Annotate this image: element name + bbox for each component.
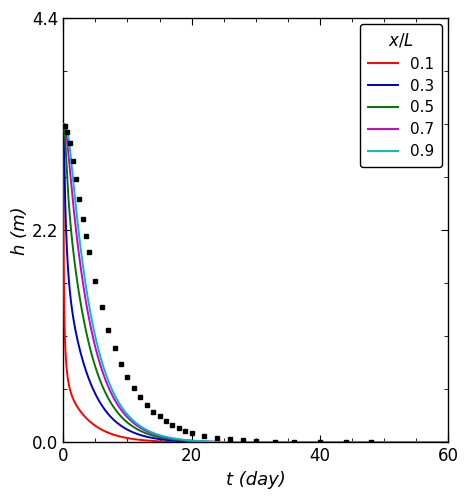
0.7 — [311, 440, 317, 446]
Line: 0.9: 0.9 — [63, 124, 448, 442]
0.9 — [291, 440, 297, 446]
0.7 — [61, 121, 66, 127]
0.5 — [377, 440, 383, 446]
0.1 — [311, 440, 316, 446]
0.5 — [311, 440, 317, 446]
0.1 — [291, 440, 297, 446]
0.9 — [348, 440, 353, 446]
0.5 — [348, 440, 353, 446]
0.1 — [130, 436, 136, 442]
Y-axis label: h (m): h (m) — [11, 206, 29, 254]
0.5 — [61, 121, 66, 127]
0.3 — [61, 121, 66, 127]
0.9 — [61, 121, 66, 127]
0.5 — [131, 424, 136, 430]
0.5 — [208, 439, 213, 445]
0.7 — [291, 440, 297, 446]
Legend: 0.1, 0.3, 0.5, 0.7, 0.9: 0.1, 0.3, 0.5, 0.7, 0.9 — [360, 24, 442, 167]
0.5 — [61, 121, 66, 127]
0.3 — [348, 440, 353, 446]
0.3 — [446, 440, 451, 446]
Line: 0.3: 0.3 — [63, 124, 448, 442]
0.7 — [377, 440, 383, 446]
0.5 — [446, 440, 451, 446]
0.7 — [208, 438, 213, 444]
0.3 — [311, 440, 317, 446]
0.7 — [348, 440, 353, 446]
0.3 — [291, 440, 297, 446]
0.1 — [348, 440, 353, 446]
0.1 — [208, 440, 213, 446]
0.5 — [291, 440, 297, 446]
0.7 — [61, 121, 66, 127]
0.3 — [61, 121, 66, 127]
0.3 — [377, 440, 383, 446]
X-axis label: t (day): t (day) — [226, 471, 286, 489]
0.9 — [208, 438, 213, 444]
0.9 — [446, 440, 451, 446]
Line: 0.1: 0.1 — [63, 124, 448, 442]
0.9 — [377, 440, 383, 446]
0.9 — [311, 440, 317, 446]
Line: 0.5: 0.5 — [63, 124, 448, 442]
0.1 — [446, 440, 451, 446]
0.3 — [208, 439, 213, 445]
0.7 — [131, 420, 136, 426]
Line: 0.7: 0.7 — [63, 124, 448, 442]
0.9 — [131, 418, 136, 424]
0.7 — [446, 440, 451, 446]
0.9 — [61, 121, 66, 127]
0.1 — [61, 121, 66, 127]
0.1 — [377, 440, 383, 446]
0.3 — [131, 430, 136, 436]
